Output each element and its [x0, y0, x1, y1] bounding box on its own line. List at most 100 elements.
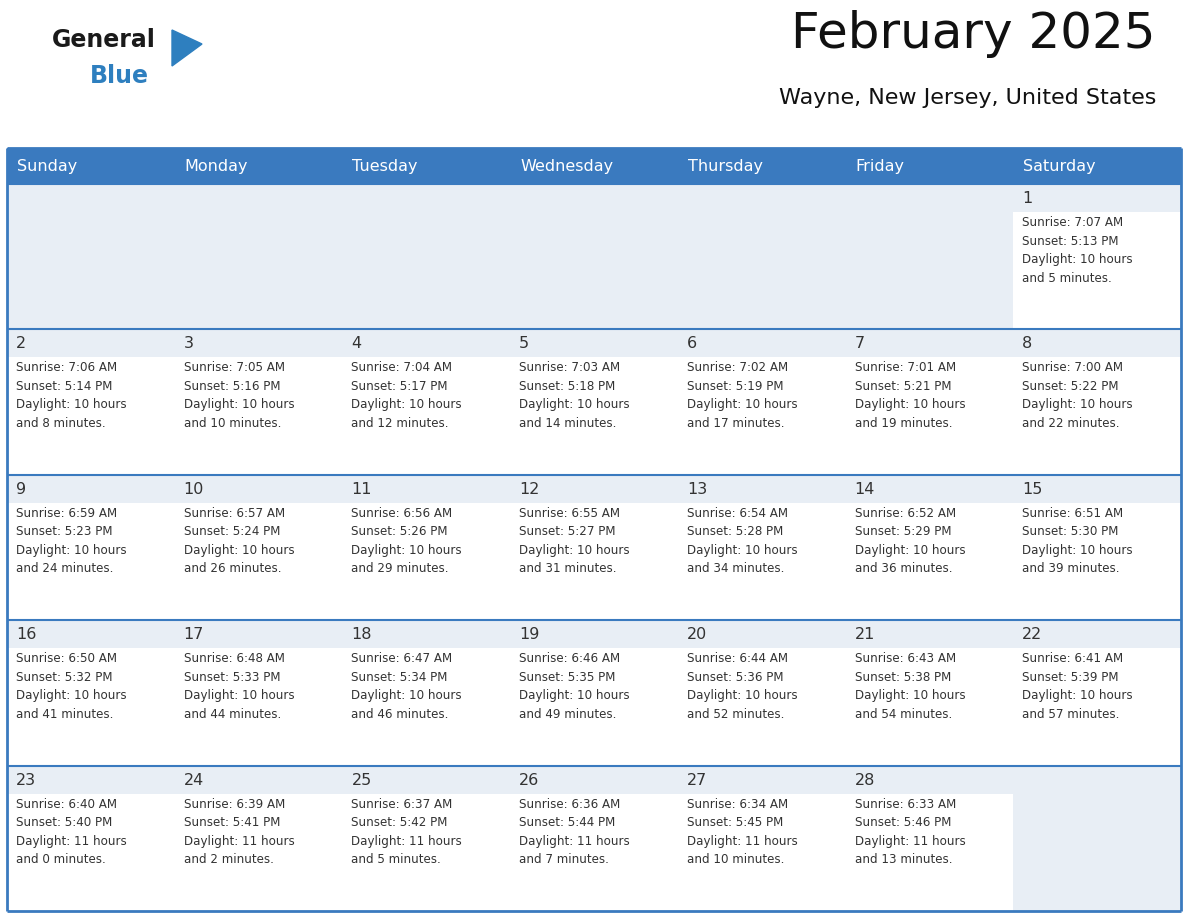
Bar: [846, 503, 1013, 621]
Text: Daylight: 10 hours: Daylight: 10 hours: [519, 689, 630, 702]
Text: Monday: Monday: [185, 159, 248, 174]
Text: Sunset: 5:13 PM: Sunset: 5:13 PM: [1023, 234, 1119, 248]
Text: and 54 minutes.: and 54 minutes.: [854, 708, 952, 721]
Text: 21: 21: [854, 627, 874, 643]
Bar: [678, 330, 846, 475]
Bar: [846, 621, 1013, 766]
Text: and 17 minutes.: and 17 minutes.: [687, 417, 784, 430]
Bar: [846, 357, 1013, 475]
Text: Daylight: 10 hours: Daylight: 10 hours: [184, 543, 295, 557]
Bar: [1013, 475, 1181, 621]
Text: Daylight: 10 hours: Daylight: 10 hours: [15, 398, 127, 411]
Bar: [342, 621, 510, 766]
Text: Sunset: 5:28 PM: Sunset: 5:28 PM: [687, 525, 783, 538]
Text: Sunrise: 7:03 AM: Sunrise: 7:03 AM: [519, 362, 620, 375]
Text: 3: 3: [184, 336, 194, 352]
Bar: [175, 621, 342, 766]
Text: 11: 11: [352, 482, 372, 497]
Bar: [342, 648, 510, 766]
Text: Sunset: 5:23 PM: Sunset: 5:23 PM: [15, 525, 113, 538]
Text: Daylight: 10 hours: Daylight: 10 hours: [352, 689, 462, 702]
Text: and 8 minutes.: and 8 minutes.: [15, 417, 106, 430]
Bar: [846, 475, 1013, 621]
Bar: [678, 357, 846, 475]
Bar: [7, 621, 175, 766]
Text: and 22 minutes.: and 22 minutes.: [1023, 417, 1120, 430]
Text: Sunrise: 6:43 AM: Sunrise: 6:43 AM: [854, 652, 955, 666]
Bar: [510, 503, 678, 621]
Bar: [7, 148, 1181, 184]
Text: Sunrise: 6:34 AM: Sunrise: 6:34 AM: [687, 798, 788, 811]
Bar: [1013, 648, 1181, 766]
Bar: [342, 475, 510, 621]
Bar: [510, 766, 678, 911]
Text: Sunset: 5:35 PM: Sunset: 5:35 PM: [519, 671, 615, 684]
Text: Sunset: 5:19 PM: Sunset: 5:19 PM: [687, 380, 783, 393]
Text: Sunset: 5:30 PM: Sunset: 5:30 PM: [1023, 525, 1119, 538]
Text: 19: 19: [519, 627, 539, 643]
Bar: [846, 184, 1013, 330]
Text: 15: 15: [1023, 482, 1043, 497]
Bar: [7, 357, 175, 475]
Text: and 44 minutes.: and 44 minutes.: [184, 708, 282, 721]
Text: Daylight: 10 hours: Daylight: 10 hours: [854, 689, 965, 702]
Text: Daylight: 10 hours: Daylight: 10 hours: [687, 689, 797, 702]
Text: and 29 minutes.: and 29 minutes.: [352, 563, 449, 576]
Bar: [510, 621, 678, 766]
Bar: [342, 184, 510, 330]
Text: 18: 18: [352, 627, 372, 643]
Text: Daylight: 10 hours: Daylight: 10 hours: [854, 398, 965, 411]
Text: Sunset: 5:36 PM: Sunset: 5:36 PM: [687, 671, 783, 684]
Text: 1: 1: [1023, 191, 1032, 206]
Text: Sunset: 5:41 PM: Sunset: 5:41 PM: [184, 816, 280, 829]
Text: and 26 minutes.: and 26 minutes.: [184, 563, 282, 576]
Text: Sunset: 5:18 PM: Sunset: 5:18 PM: [519, 380, 615, 393]
Text: 22: 22: [1023, 627, 1043, 643]
Bar: [846, 766, 1013, 911]
Bar: [175, 330, 342, 475]
Text: Sunrise: 6:40 AM: Sunrise: 6:40 AM: [15, 798, 116, 811]
Text: and 14 minutes.: and 14 minutes.: [519, 417, 617, 430]
Text: Daylight: 11 hours: Daylight: 11 hours: [519, 834, 630, 847]
Bar: [1013, 330, 1181, 475]
Text: and 0 minutes.: and 0 minutes.: [15, 853, 106, 866]
Text: 12: 12: [519, 482, 539, 497]
Text: 13: 13: [687, 482, 707, 497]
Text: General: General: [52, 28, 156, 52]
Text: February 2025: February 2025: [791, 10, 1156, 58]
Text: and 52 minutes.: and 52 minutes.: [687, 708, 784, 721]
Bar: [175, 475, 342, 621]
Text: 26: 26: [519, 773, 539, 788]
Text: 5: 5: [519, 336, 530, 352]
Text: Sunrise: 6:44 AM: Sunrise: 6:44 AM: [687, 652, 788, 666]
Text: Sunset: 5:44 PM: Sunset: 5:44 PM: [519, 816, 615, 829]
Bar: [1013, 766, 1181, 911]
Text: Daylight: 11 hours: Daylight: 11 hours: [352, 834, 462, 847]
Text: Sunset: 5:24 PM: Sunset: 5:24 PM: [184, 525, 280, 538]
Text: and 10 minutes.: and 10 minutes.: [184, 417, 282, 430]
Text: Sunrise: 6:54 AM: Sunrise: 6:54 AM: [687, 507, 788, 520]
Text: Sunrise: 6:57 AM: Sunrise: 6:57 AM: [184, 507, 285, 520]
Bar: [510, 184, 678, 330]
Bar: [678, 621, 846, 766]
Text: Sunset: 5:39 PM: Sunset: 5:39 PM: [1023, 671, 1119, 684]
Bar: [1013, 184, 1181, 330]
Bar: [175, 793, 342, 911]
Text: Sunrise: 6:48 AM: Sunrise: 6:48 AM: [184, 652, 285, 666]
Text: Sunday: Sunday: [17, 159, 77, 174]
Text: Sunset: 5:45 PM: Sunset: 5:45 PM: [687, 816, 783, 829]
Text: Thursday: Thursday: [688, 159, 763, 174]
Text: Saturday: Saturday: [1023, 159, 1097, 174]
Text: Sunrise: 6:51 AM: Sunrise: 6:51 AM: [1023, 507, 1124, 520]
Text: Sunrise: 6:37 AM: Sunrise: 6:37 AM: [352, 798, 453, 811]
Text: and 19 minutes.: and 19 minutes.: [854, 417, 952, 430]
Bar: [7, 475, 175, 621]
Text: Blue: Blue: [90, 64, 148, 88]
Text: Daylight: 10 hours: Daylight: 10 hours: [519, 398, 630, 411]
Text: and 39 minutes.: and 39 minutes.: [1023, 563, 1120, 576]
Text: Sunrise: 7:04 AM: Sunrise: 7:04 AM: [352, 362, 453, 375]
Text: 2: 2: [15, 336, 26, 352]
Text: Daylight: 10 hours: Daylight: 10 hours: [854, 543, 965, 557]
Text: and 57 minutes.: and 57 minutes.: [1023, 708, 1119, 721]
Bar: [846, 793, 1013, 911]
